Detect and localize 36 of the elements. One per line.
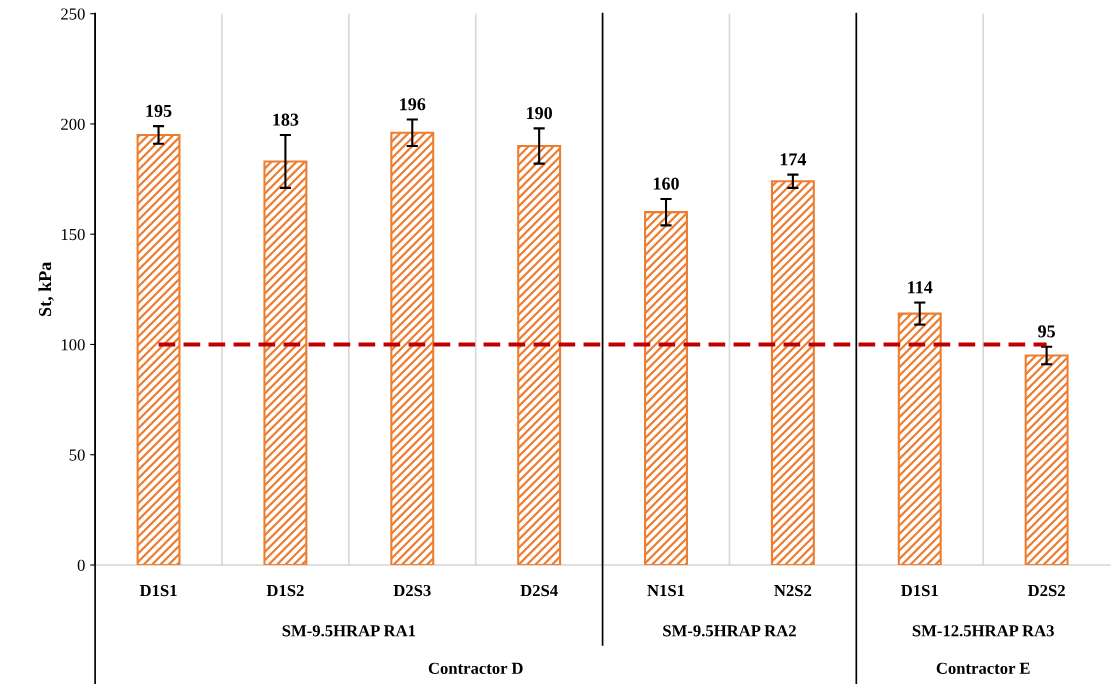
y-tick-label: 200 [61, 118, 85, 130]
text: SM-9.5HRAP RA2 [663, 625, 796, 637]
data-label: 195 [146, 104, 172, 117]
y-tick-label: 150 [61, 228, 85, 241]
x-tick-label: D2S3 [393, 584, 431, 597]
data-label: 190 [527, 106, 552, 120]
y-tick-label: 100 [61, 339, 85, 351]
x-tick-label: N2S2 [774, 584, 812, 597]
x-tick-label: N1S1 [647, 584, 685, 597]
x-tick-label: D1S2 [266, 584, 304, 597]
data-label: 160 [653, 177, 679, 190]
text: Contractor E [936, 662, 1030, 674]
x-tick-label: D2S4 [520, 584, 558, 597]
bar [770, 180, 815, 565]
y-tick-label: 250 [61, 8, 85, 20]
bar [390, 131, 435, 565]
text: SM-9.5HRAP RA1 [282, 625, 416, 637]
x-tick-label: D1S1 [139, 584, 177, 597]
y-tick-label: 50 [69, 449, 85, 461]
bar [517, 144, 562, 565]
y-tick-label: 0 [77, 559, 85, 571]
bar [897, 312, 942, 565]
data-label: 114 [908, 281, 933, 294]
bar [1024, 354, 1069, 565]
bar [644, 211, 688, 565]
bar [263, 160, 308, 565]
bar [136, 133, 181, 565]
data-label: 183 [273, 113, 299, 126]
y-axis-title: St, kPa [38, 262, 54, 316]
data-label: 174 [780, 153, 807, 166]
data-label: 196 [400, 98, 426, 111]
text: SM-12.5HRAP RA3 [912, 625, 1054, 637]
text: Contractor D [428, 662, 523, 674]
x-tick-label: D1S1 [901, 584, 938, 597]
x-tick-label: D2S2 [1027, 584, 1065, 597]
data-label: 95 [1038, 325, 1055, 338]
